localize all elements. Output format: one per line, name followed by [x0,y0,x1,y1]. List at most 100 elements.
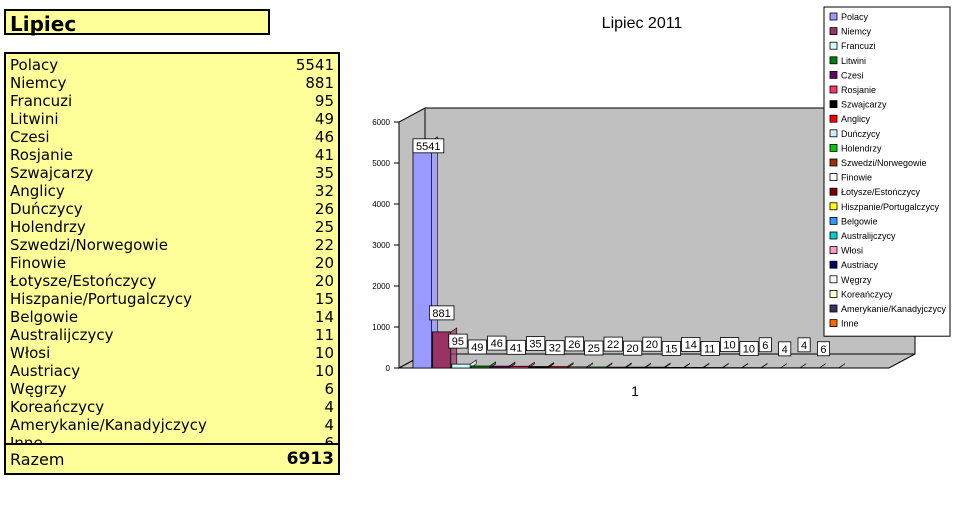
data-label: 5541 [416,141,440,153]
table-row: Szwedzi/Norwegowie 22 [10,236,334,254]
row-label: Polacy [10,56,58,74]
row-value: 6 [324,380,334,398]
bar [568,367,586,368]
data-label: 32 [549,343,561,355]
data-label: 20 [626,343,638,355]
total-row: Razem 6913 [6,443,338,473]
row-value: 22 [315,236,334,254]
bar [665,367,683,368]
data-label: 6 [820,344,826,356]
row-value: 11 [315,326,334,344]
row-label: Włosi [10,344,50,362]
y-tick-label: 0 [386,364,391,373]
row-label: Niemcy [10,74,66,92]
row-label: Czesi [10,128,50,146]
y-tick-label: 4000 [372,200,390,209]
legend-swatch [830,28,837,35]
row-value: 95 [315,92,334,110]
data-label: 41 [510,342,522,354]
data-label: 20 [646,339,658,351]
bar [529,367,547,368]
legend-swatch [830,174,837,181]
row-label: Amerykanie/Kanadyjczycy [10,416,207,434]
data-label: 95 [452,336,464,348]
row-label: Holendrzy [10,218,86,236]
data-label: 11 [704,344,715,356]
bar [413,141,431,368]
row-value: 20 [315,254,334,272]
data-label: 25 [588,343,600,355]
bar [588,367,606,368]
legend-swatch [830,305,837,312]
row-label: Belgowie [10,308,78,326]
legend-swatch [830,188,837,195]
row-label: Litwini [10,110,59,128]
row-label: Szwajcarzy [10,164,93,182]
table-row: Czesi 46 [10,128,334,146]
legend-label: Duńczycy [841,129,881,139]
legend-label: Belgowie [841,216,878,226]
legend-swatch [830,42,837,49]
bar [607,367,625,368]
data-label: 4 [801,340,807,352]
legend-label: Hiszpanie/Portugalczycy [841,202,940,212]
legend-label: Niemcy [841,27,872,37]
row-value: 20 [315,272,334,290]
row-label: Hiszpanie/Portugalczycy [10,290,192,308]
y-tick-label: 3000 [372,241,390,250]
legend-swatch [830,217,837,224]
row-value: 35 [315,164,334,182]
legend-label: Anglicy [841,114,871,124]
row-value: 46 [315,128,334,146]
data-label: 15 [665,343,677,355]
legend-swatch [830,159,837,166]
legend-swatch [830,13,837,20]
legend-label: Australijczycy [841,231,896,241]
legend-swatch [830,232,837,239]
bar [626,367,644,368]
y-tick-label: 5000 [372,159,390,168]
data-label: 26 [568,339,580,351]
row-label: Rosjanie [10,146,73,164]
legend-label: Holendrzy [841,143,882,153]
legend-swatch [830,130,837,137]
data-label: 4 [782,344,788,356]
row-value: 4 [324,416,334,434]
row-label: Szwedzi/Norwegowie [10,236,168,254]
y-tick-label: 1000 [372,323,390,332]
legend-swatch [830,115,837,122]
legend-label: Francuzi [841,41,876,51]
legend-swatch [830,320,837,327]
legend-label: Austriacy [841,260,879,270]
bar [452,364,470,368]
table-row: Holendrzy 25 [10,218,334,236]
data-label: 6 [762,340,768,352]
x-category-label: 1 [631,383,639,399]
legend-swatch [830,86,837,93]
legend-label: Szwajcarzy [841,100,887,110]
legend-label: Amerykanie/Kanadyjczycy [841,304,947,314]
data-label: 14 [685,339,697,351]
bar [510,366,528,368]
legend-swatch [830,57,837,64]
legend-label: Łotysze/Estończycy [841,187,921,197]
legend-label: Finowie [841,173,872,183]
row-value: 25 [315,218,334,236]
bar [432,332,450,368]
table-row: Szwajcarzy 35 [10,164,334,182]
legend-label: Litwini [841,56,866,66]
